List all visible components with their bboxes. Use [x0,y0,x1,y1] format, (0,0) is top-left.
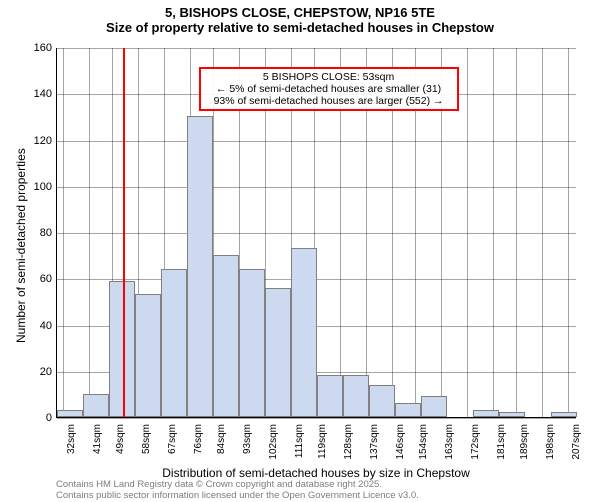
histogram-bar [291,248,317,417]
gridline-h [57,141,576,142]
gridline-h [57,187,576,188]
y-tick-label: 140 [26,88,52,100]
gridline-v [63,48,64,417]
x-tick-label: 49sqm [115,424,126,454]
plot-area: 5 BISHOPS CLOSE: 53sqm← 5% of semi-detac… [56,48,576,418]
x-tick-label: 189sqm [519,424,530,460]
gridline-h [57,418,576,419]
histogram-bar [83,394,109,417]
y-tick-label: 160 [26,42,52,54]
y-tick-label: 0 [26,412,52,424]
x-tick-label: 181sqm [496,424,507,460]
histogram-bar [421,396,447,417]
gridline-v [493,48,494,417]
x-tick-label: 207sqm [571,424,582,460]
histogram-bar [57,410,83,417]
histogram-bar [161,269,187,417]
annotation-line: ← 5% of semi-detached houses are smaller… [205,83,453,95]
gridline-v [542,48,543,417]
gridline-h [57,233,576,234]
y-tick-label: 20 [26,366,52,378]
histogram-bar [239,269,265,417]
gridline-v [89,48,90,417]
y-tick-label: 120 [26,135,52,147]
x-tick-label: 67sqm [167,424,178,454]
histogram-bar [109,281,135,417]
footer-line2: Contains public sector information licen… [56,491,419,502]
x-tick-label: 76sqm [193,424,204,454]
x-axis-label: Distribution of semi-detached houses by … [56,466,576,480]
chart-title-line1: 5, BISHOPS CLOSE, CHEPSTOW, NP16 5TE [0,6,600,21]
x-tick-label: 111sqm [294,424,305,458]
x-tick-label: 102sqm [268,424,279,460]
gridline-v [516,48,517,417]
annotation-box: 5 BISHOPS CLOSE: 53sqm← 5% of semi-detac… [199,67,459,111]
chart-titles: 5, BISHOPS CLOSE, CHEPSTOW, NP16 5TE Siz… [0,0,600,36]
y-tick-label: 40 [26,320,52,332]
x-tick-label: 172sqm [470,424,481,460]
x-tick-label: 41sqm [92,424,103,454]
y-axis-label: Number of semi-detached properties [14,148,28,343]
histogram-bar [187,116,213,417]
x-tick-label: 93sqm [242,424,253,454]
histogram-bar [369,385,395,417]
x-tick-label: 137sqm [369,424,380,460]
y-tick-label: 100 [26,181,52,193]
x-tick-label: 198sqm [545,424,556,460]
x-tick-label: 128sqm [343,424,354,460]
histogram-bar [551,412,577,417]
histogram-bar [317,375,343,417]
histogram-bar [395,403,421,417]
property-size-chart: 5, BISHOPS CLOSE, CHEPSTOW, NP16 5TE Siz… [0,0,600,500]
gridline-v [568,48,569,417]
x-tick-label: 58sqm [141,424,152,454]
gridline-v [467,48,468,417]
chart-footer: Contains HM Land Registry data © Crown c… [56,480,419,502]
x-tick-label: 119sqm [317,424,328,459]
x-tick-label: 84sqm [216,424,227,454]
annotation-line: 5 BISHOPS CLOSE: 53sqm [205,71,453,83]
y-tick-label: 60 [26,273,52,285]
chart-title-line2: Size of property relative to semi-detach… [0,21,600,36]
y-tick-label: 80 [26,227,52,239]
x-tick-label: 146sqm [395,424,406,460]
histogram-bar [343,375,369,417]
histogram-bar [213,255,239,417]
histogram-bar [473,410,499,417]
histogram-bar [135,294,161,417]
histogram-bar [499,412,525,417]
x-tick-label: 32sqm [66,424,77,454]
histogram-bar [265,288,291,418]
gridline-h [57,48,576,49]
property-marker-line [123,48,125,417]
x-tick-label: 163sqm [444,424,455,460]
x-tick-label: 154sqm [418,424,429,460]
annotation-line: 93% of semi-detached houses are larger (… [205,95,453,107]
